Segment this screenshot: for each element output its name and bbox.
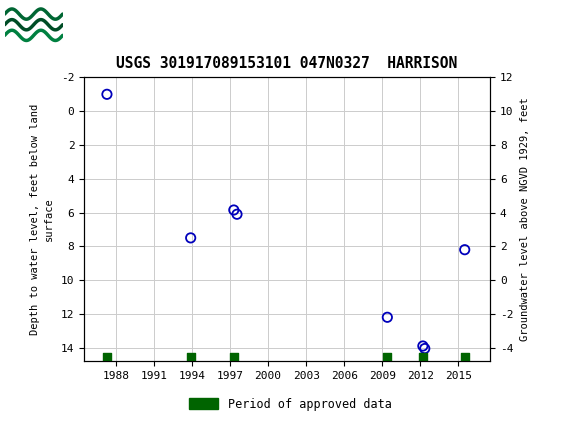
Point [102, 91, 111, 98]
Title: USGS 301917089153101 047N0327  HARRISON: USGS 301917089153101 047N0327 HARRISON [117, 55, 458, 71]
Point [420, 345, 429, 352]
Bar [5, 4, 63, 46]
Point [102, 353, 111, 360]
Point [418, 353, 427, 360]
Point [460, 353, 469, 360]
Point [383, 353, 392, 360]
Point [418, 343, 427, 350]
Point [186, 234, 195, 241]
Y-axis label: Groundwater level above NGVD 1929, feet: Groundwater level above NGVD 1929, feet [520, 98, 530, 341]
Y-axis label: Depth to water level, feet below land
surface: Depth to water level, feet below land su… [30, 104, 54, 335]
Point [186, 353, 195, 360]
Text: USGS: USGS [63, 16, 118, 34]
Point [383, 314, 392, 321]
Point [229, 206, 238, 213]
Point [233, 211, 242, 218]
Legend: Period of approved data: Period of approved data [184, 393, 396, 415]
Point [229, 353, 238, 360]
Point [460, 246, 469, 253]
